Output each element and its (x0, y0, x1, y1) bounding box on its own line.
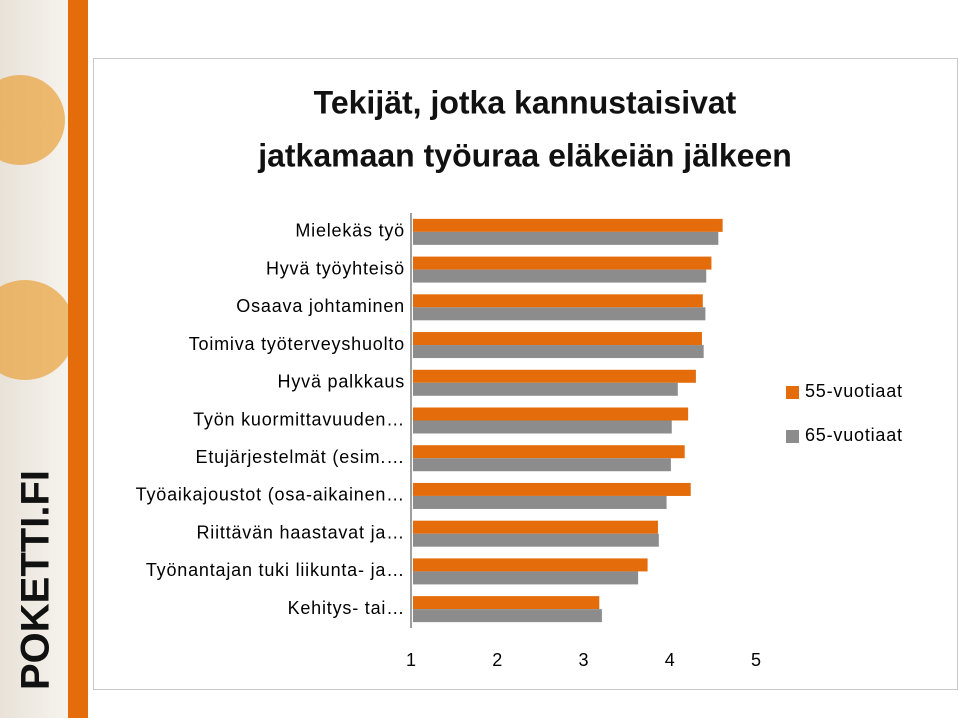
bar (413, 420, 672, 434)
bar (413, 256, 712, 270)
brand-logo: POKETTI.FI (14, 470, 58, 690)
bar (413, 558, 648, 572)
bar (413, 520, 658, 534)
x-tick-label: 2 (492, 650, 502, 670)
y-tick-label: Riittävän haastavat ja… (197, 522, 406, 542)
bar (413, 307, 706, 321)
decoration (0, 75, 65, 165)
bar (413, 458, 671, 472)
bar (413, 218, 723, 232)
y-tick-label: Etujärjestelmät (esim.… (196, 447, 405, 467)
bar (413, 533, 659, 547)
bar (413, 231, 719, 245)
bar (413, 332, 702, 346)
bar (413, 445, 685, 459)
x-tick-label: 1 (406, 650, 416, 670)
legend-label: 65-vuotiaat (805, 425, 903, 445)
y-tick-label: Työnantajan tuki liikunta- ja… (146, 560, 405, 580)
y-tick-label: Toimiva työterveyshuolto (189, 334, 405, 354)
chart-title: Tekijät, jotka kannustaisivat (314, 84, 737, 120)
x-tick-label: 3 (578, 650, 588, 670)
y-tick-label: Työn kuormittavuuden… (193, 409, 405, 429)
x-tick-label: 4 (665, 650, 675, 670)
bar (413, 369, 696, 383)
y-tick-label: Kehitys- tai… (288, 598, 405, 618)
bar (413, 571, 639, 585)
y-tick-label: Osaava johtaminen (236, 296, 405, 316)
bar (413, 482, 691, 496)
bar (413, 269, 707, 283)
bar (413, 345, 704, 359)
y-tick-label: Mielekäs työ (295, 221, 405, 241)
bar (413, 495, 667, 509)
bar (413, 294, 703, 308)
legend-swatch (786, 430, 799, 443)
bar (413, 596, 600, 610)
y-tick-label: Työaikajoustot (osa-aikainen… (136, 485, 405, 505)
legend-label: 55-vuotiaat (805, 381, 903, 401)
chart-title: jatkamaan työuraa eläkeiän jälkeen (257, 137, 792, 173)
x-tick-label: 5 (751, 650, 761, 670)
legend-swatch (786, 386, 799, 399)
bar (413, 382, 678, 396)
y-tick-label: Hyvä työyhteisö (266, 258, 405, 278)
accent-strip (68, 0, 88, 718)
bar (413, 407, 689, 421)
y-tick-label: Hyvä palkkaus (278, 372, 405, 392)
decoration (0, 280, 75, 380)
bar (413, 609, 602, 623)
